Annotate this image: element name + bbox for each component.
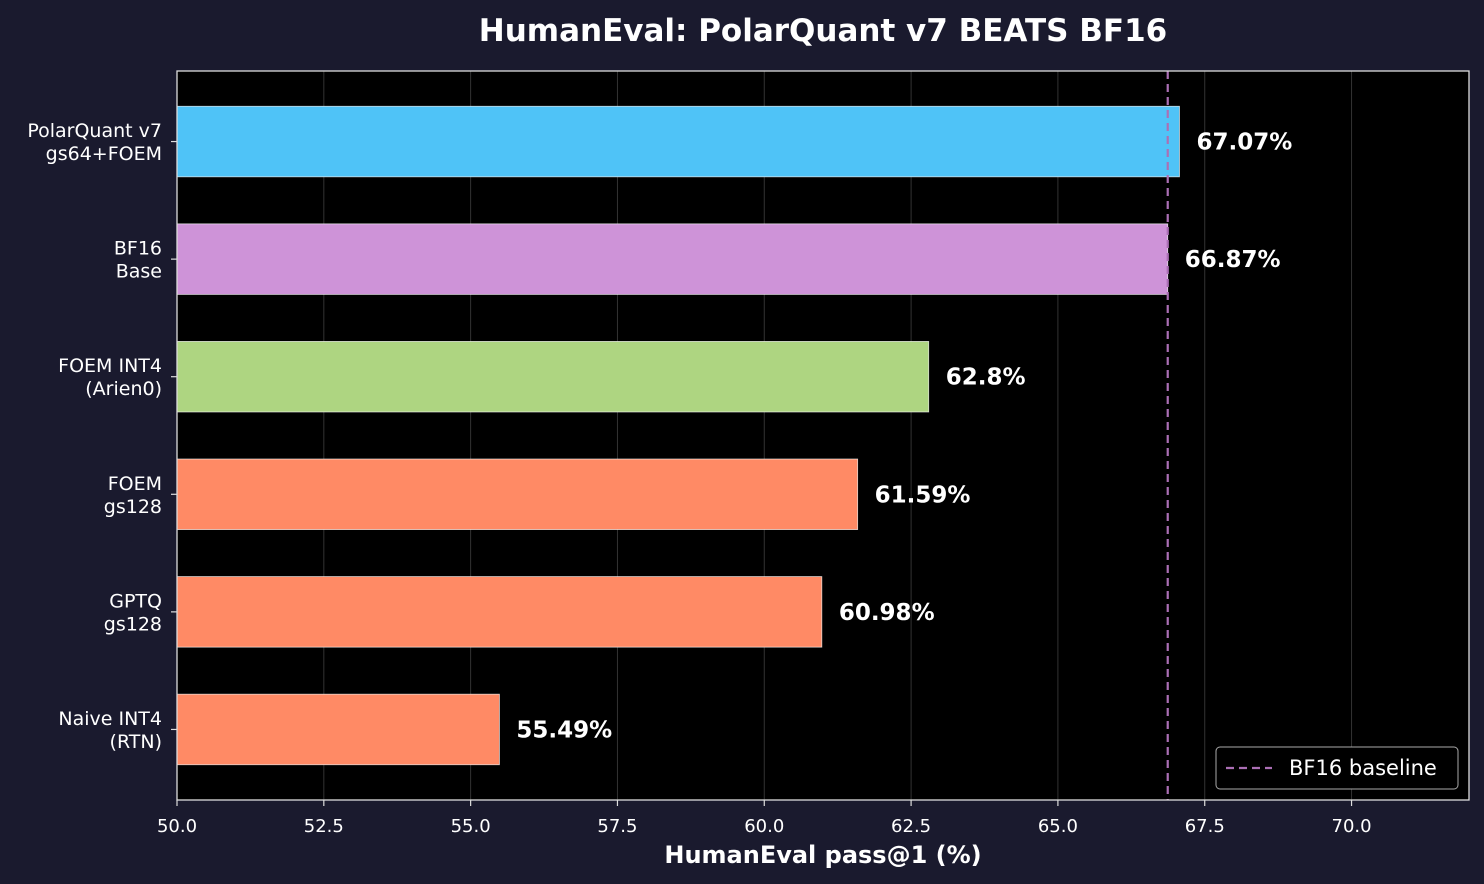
- category-label-4-line-1: gs128: [104, 613, 162, 635]
- x-tick-label-0: 50.0: [157, 816, 197, 837]
- category-label-2: FOEM INT4 (Arien0): [58, 355, 162, 400]
- x-tick-label-6: 65.0: [1038, 816, 1078, 837]
- legend: BF16 baseline: [1215, 746, 1459, 790]
- x-tick-label-1: 52.5: [304, 816, 344, 837]
- x-tick-label-5: 62.5: [891, 816, 931, 837]
- category-label-0-line-1: gs64+FOEM: [46, 143, 162, 165]
- plot-border: [176, 70, 1470, 801]
- bar-2: [176, 341, 930, 413]
- category-label-3-line-0: FOEM: [108, 473, 162, 495]
- plot-background: [177, 71, 1469, 800]
- category-label-5: Naive INT4 (RTN): [58, 708, 162, 753]
- x-tick-label-4: 60.0: [744, 816, 784, 837]
- grid: [176, 71, 1353, 800]
- category-label-5-line-0: Naive INT4: [58, 708, 162, 730]
- x-tick-label-2: 55.0: [451, 816, 491, 837]
- bar-5: [176, 693, 500, 766]
- bar-1: [176, 223, 1169, 295]
- value-label-5: 55.49%: [516, 717, 612, 743]
- category-label-5-line-1: (RTN): [110, 731, 162, 753]
- x-axis-label: HumanEval pass@1 (%): [664, 841, 981, 869]
- x-tick-label-7: 67.5: [1185, 816, 1225, 837]
- legend-baseline-label: BF16 baseline: [1289, 756, 1437, 780]
- value-label-4: 60.98%: [839, 600, 935, 626]
- x-ticks: 50.0 52.5 55.0 57.5 60.0 62.5 65.0 67.5 70.0: [157, 800, 1372, 837]
- category-label-3: FOEM gs128: [104, 473, 162, 518]
- x-tick-label-8: 70.0: [1332, 816, 1372, 837]
- category-label-2-line-1: (Arien0): [85, 378, 162, 400]
- x-tick-label-3: 57.5: [597, 816, 637, 837]
- chart-title: HumanEval: PolarQuant v7 BEATS BF16: [479, 13, 1167, 49]
- category-label-4: GPTQ gs128: [104, 590, 162, 635]
- bar-3: [176, 458, 859, 530]
- category-label-4-line-0: GPTQ: [109, 590, 162, 612]
- category-label-0-line-0: PolarQuant v7: [27, 120, 162, 142]
- plot-area: [177, 71, 1469, 800]
- value-label-1: 66.87%: [1185, 247, 1281, 273]
- value-label-3: 61.59%: [875, 482, 971, 508]
- bar-0: [176, 105, 1180, 178]
- category-label-1: BF16 Base: [114, 238, 162, 283]
- value-label-2: 62.8%: [946, 365, 1026, 391]
- category-label-0: PolarQuant v7 gs64+FOEM: [27, 120, 162, 165]
- bar-4: [176, 576, 823, 648]
- category-label-3-line-1: gs128: [104, 496, 162, 518]
- legend-box: [1215, 746, 1459, 790]
- bars: [176, 105, 1180, 766]
- category-label-1-line-0: BF16: [114, 238, 162, 260]
- category-label-1-line-1: Base: [116, 261, 162, 283]
- value-labels: 67.07% 66.87% 62.8% 61.59% 60.98% 55.49%: [516, 130, 1292, 744]
- value-label-0: 67.07%: [1196, 130, 1292, 156]
- category-label-2-line-0: FOEM INT4: [58, 355, 162, 377]
- plot-frame: [176, 70, 1470, 801]
